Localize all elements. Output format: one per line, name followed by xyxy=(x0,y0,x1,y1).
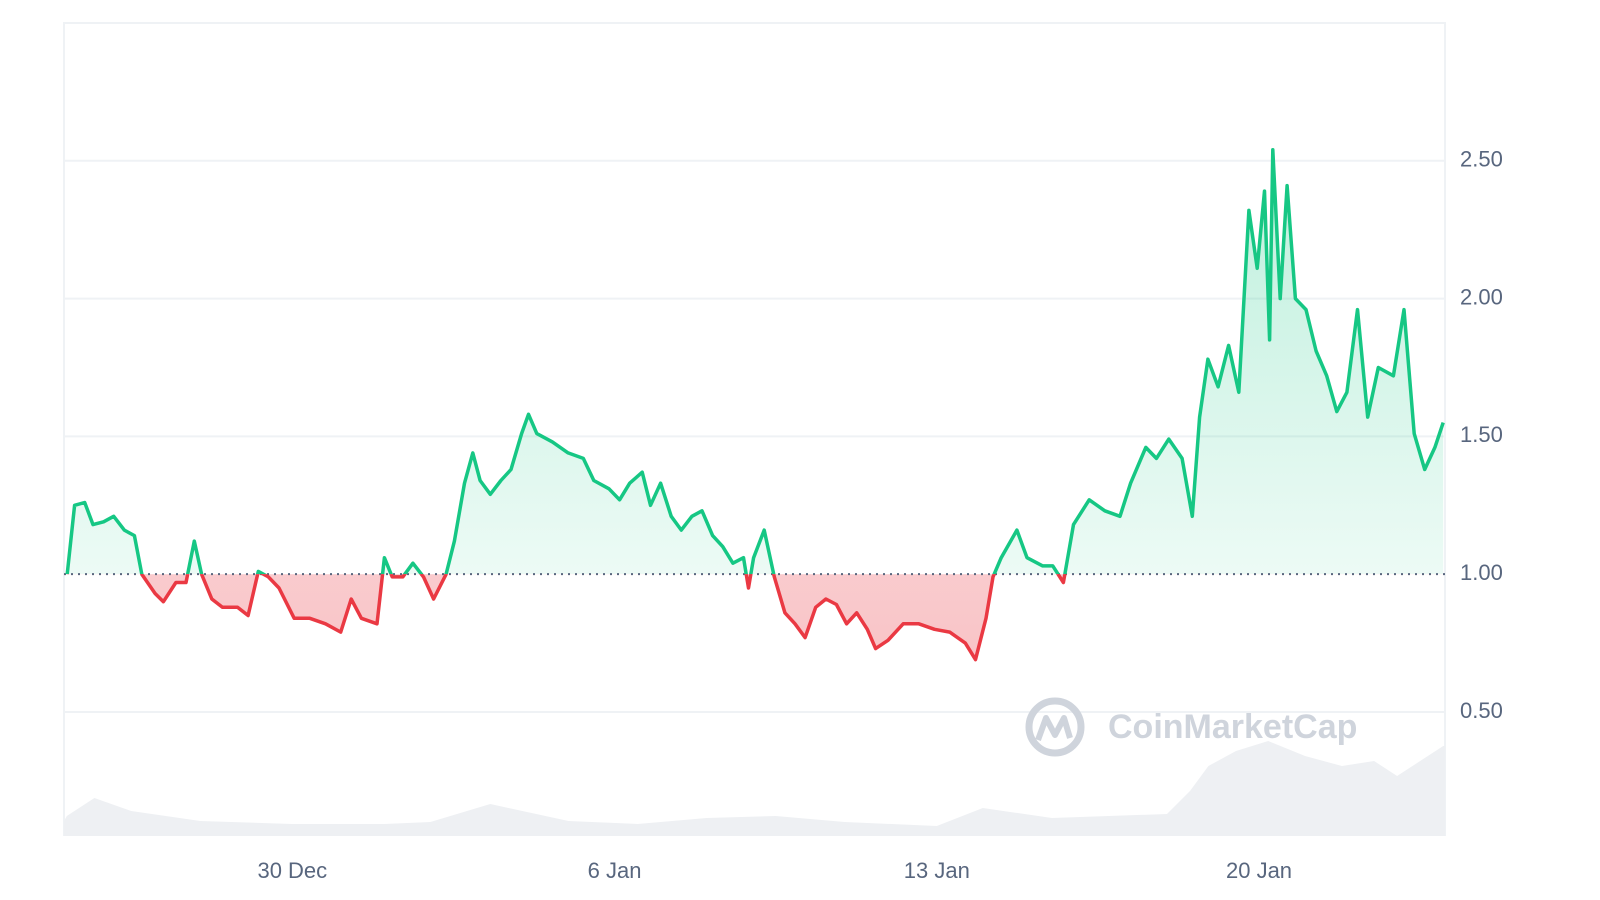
price-line-above xyxy=(65,148,1445,575)
plot-frame xyxy=(63,22,1446,836)
x-tick-label: 13 Jan xyxy=(904,858,970,883)
volume-area xyxy=(64,741,1445,836)
x-tick-label: 20 Jan xyxy=(1226,858,1292,883)
y-tick-label: 1.50 xyxy=(1460,422,1503,447)
area-below xyxy=(67,574,1065,660)
price-line-below xyxy=(67,574,1067,662)
y-tick-label: 2.00 xyxy=(1460,284,1503,309)
x-tick-label: 30 Dec xyxy=(257,858,327,883)
area-above xyxy=(67,149,1444,575)
y-tick-label: 1.00 xyxy=(1460,560,1503,585)
y-tick-label: 2.50 xyxy=(1460,147,1503,172)
watermark: CoinMarketCap xyxy=(1025,697,1357,757)
x-tick-label: 6 Jan xyxy=(588,858,642,883)
y-tick-label: 0.50 xyxy=(1460,698,1503,723)
watermark-text: CoinMarketCap xyxy=(1108,708,1357,746)
